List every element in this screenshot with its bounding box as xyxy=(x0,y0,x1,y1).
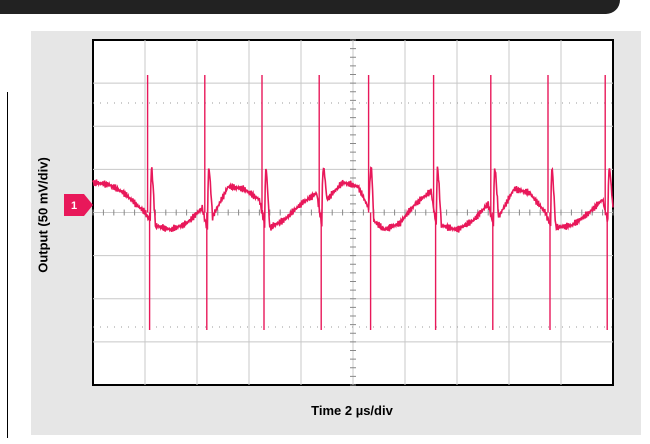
x-axis-label: Time 2 µs/div xyxy=(311,403,393,418)
channel-1-marker-label: 1 xyxy=(71,200,77,212)
channel-1-marker-shape xyxy=(64,194,93,216)
header-bar xyxy=(0,0,620,14)
side-rule xyxy=(7,92,8,438)
grid xyxy=(92,39,614,386)
channel-1-marker: 1 xyxy=(64,194,93,216)
output-trace xyxy=(92,166,614,233)
spike-group xyxy=(146,75,608,330)
y-axis-label: Output (50 mV/div) xyxy=(35,157,51,273)
